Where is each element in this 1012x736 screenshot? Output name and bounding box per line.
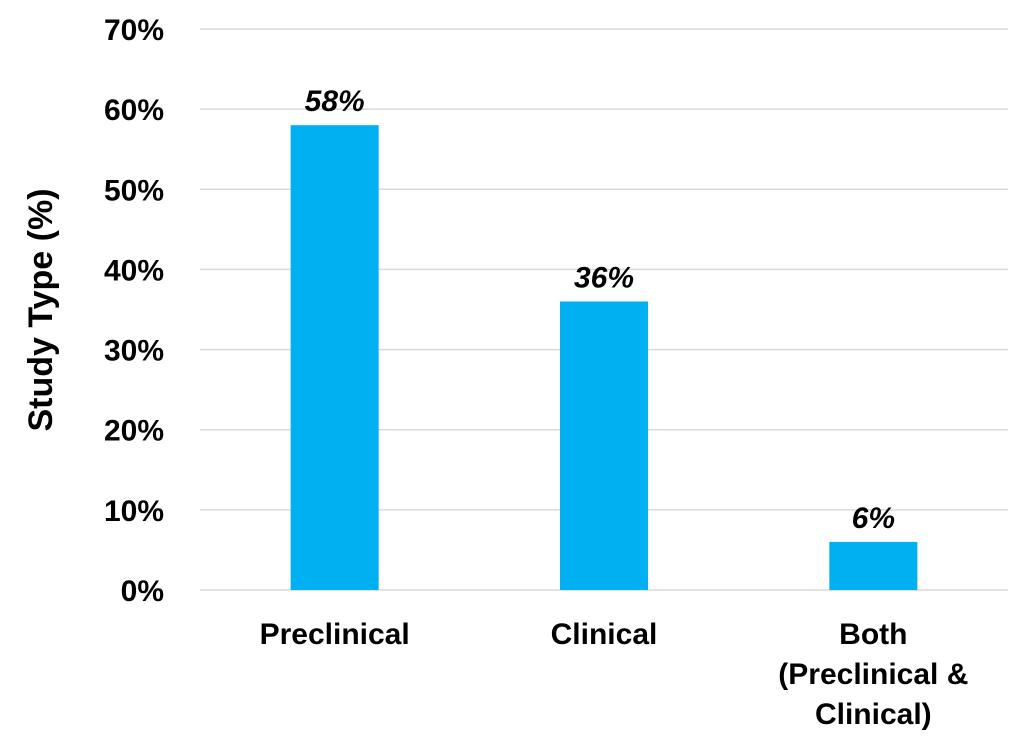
- y-tick-label: 20%: [104, 415, 164, 448]
- y-tick-label: 30%: [104, 335, 164, 368]
- x-category-label-line: (Preclinical &: [778, 658, 968, 691]
- bar-value-label: 36%: [574, 261, 634, 294]
- y-axis-title: Study Type (%): [22, 188, 60, 431]
- bar: [829, 541, 918, 590]
- y-tick-label: 0%: [121, 575, 164, 608]
- y-tick-label: 70%: [104, 14, 164, 47]
- y-axis-ticks: 0% 10% 20% 30% 40% 50% 60% 70%: [104, 14, 164, 608]
- y-tick-label: 40%: [104, 254, 164, 287]
- x-category-label-line: Both: [839, 618, 907, 651]
- x-category-label: Both (Preclinical & Clinical): [778, 618, 968, 731]
- bars: [290, 125, 918, 591]
- y-tick-label: 60%: [104, 94, 164, 127]
- x-category-label: Preclinical: [260, 618, 410, 651]
- x-axis-categories: Preclinical Clinical Both (Preclinical & Cli…: [260, 618, 969, 731]
- y-tick-label: 10%: [104, 495, 164, 528]
- bar: [560, 301, 648, 590]
- y-tick-label: 50%: [104, 174, 164, 207]
- data-labels: 58% 36% 6%: [305, 85, 895, 535]
- x-category-label: Clinical: [551, 618, 658, 651]
- bar-value-label: 58%: [305, 85, 365, 118]
- x-category-label-line: Clinical): [815, 698, 932, 731]
- bar: [290, 125, 379, 591]
- x-category-label-line: Clinical: [551, 618, 658, 651]
- x-category-label-line: Preclinical: [260, 618, 410, 651]
- bar-value-label: 6%: [852, 502, 895, 535]
